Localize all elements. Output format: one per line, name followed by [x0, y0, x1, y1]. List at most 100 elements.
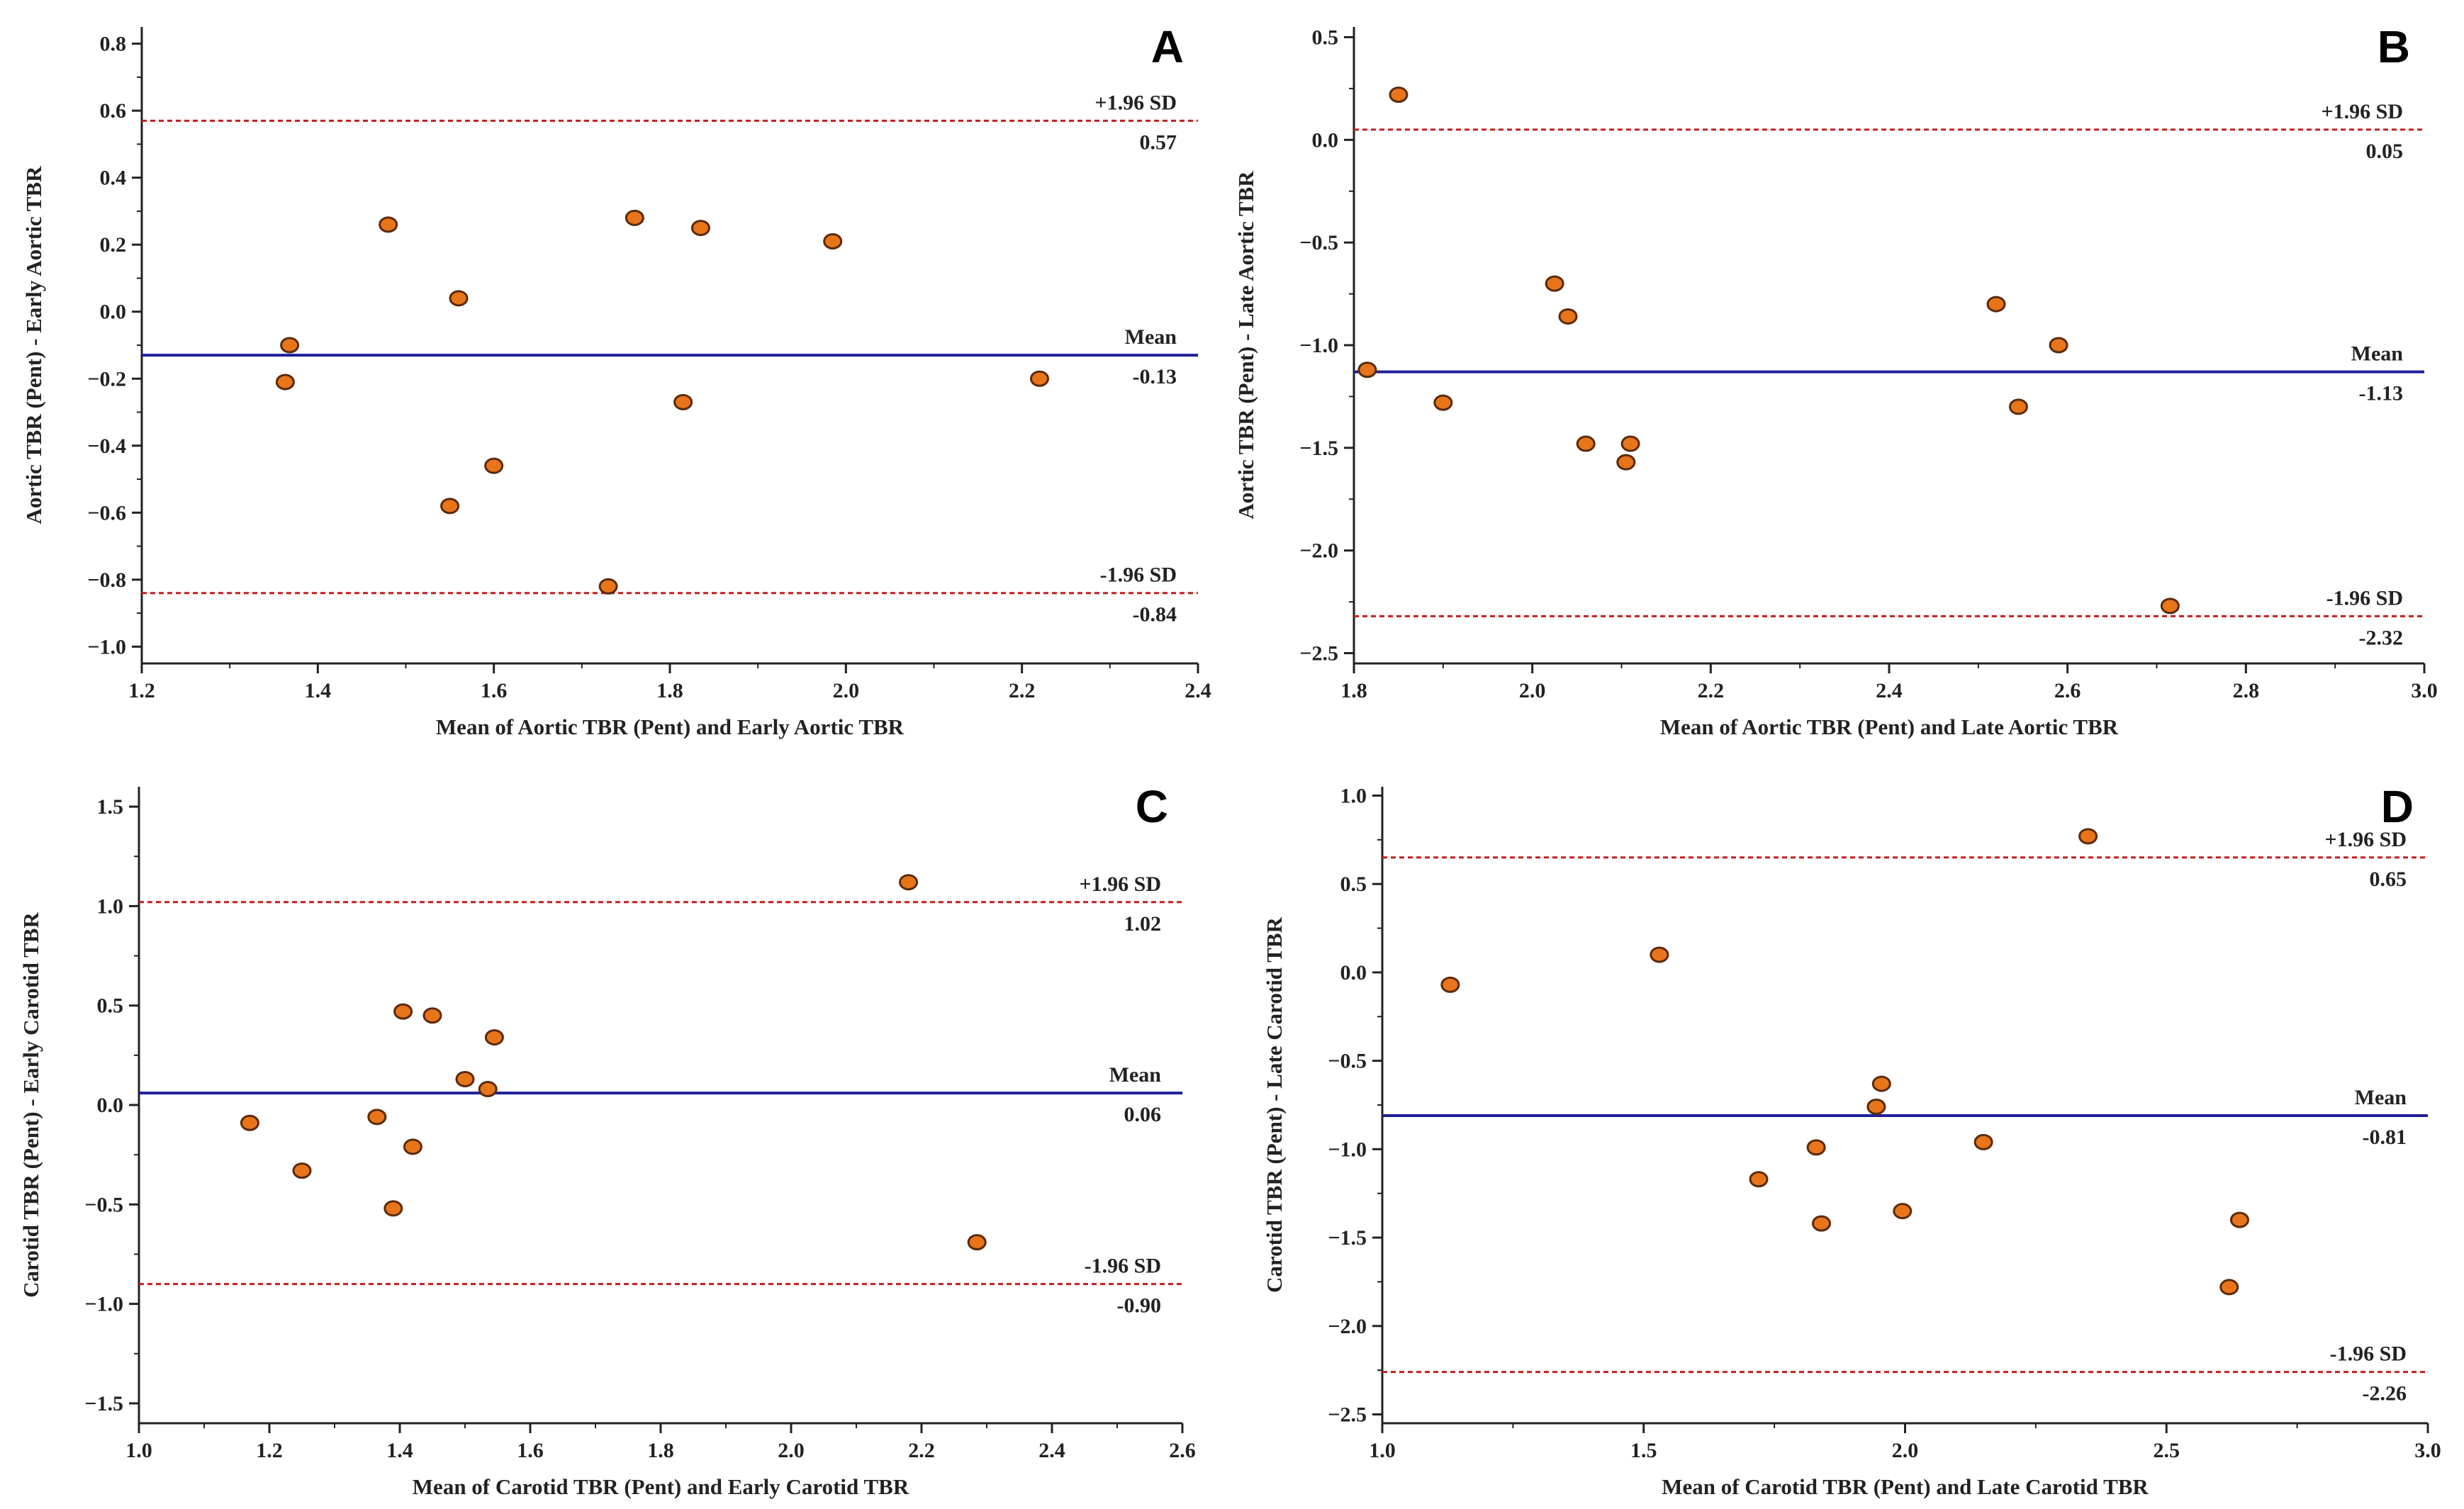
lower-limit-value: -2.26: [2363, 1382, 2407, 1406]
data-point: [823, 232, 843, 249]
mean-value: -1.13: [2359, 382, 2404, 405]
data-point: [2008, 398, 2028, 415]
x-tick-label: 2.2: [1698, 679, 1725, 702]
data-point: [383, 1200, 403, 1217]
x-tick-label: 2.4: [1185, 679, 1211, 702]
y-tick-label: 0.0: [100, 301, 127, 324]
data-point: [690, 220, 710, 237]
upper-limit-value: 0.57: [1140, 130, 1177, 154]
mean-value: -0.81: [2363, 1126, 2407, 1149]
y-tick-label: 0.5: [1312, 26, 1339, 49]
data-point: [484, 457, 504, 474]
x-tick-label: 2.0: [1519, 679, 1546, 702]
y-tick-label: 1.5: [97, 795, 124, 819]
y-tick-label: 0.2: [100, 233, 127, 257]
lower-limit-value: -2.32: [2359, 626, 2404, 649]
panel-label: C: [1136, 781, 1168, 832]
upper-limit-value: 1.02: [1124, 912, 1162, 936]
x-tick-label: 1.0: [125, 1439, 152, 1462]
x-axis-title: Mean of Aortic TBR (Pent) and Early Aort…: [436, 714, 905, 739]
panel-a: −1.0 −0.8 −0.6 −0.4 −0.2 0.0 0.2 0.4 0.6 0.8 1.2 1.…: [21, 21, 1211, 739]
data-point: [478, 1081, 498, 1098]
y-tick-label: −2.5: [1328, 1403, 1367, 1427]
upper-limit-value: 0.65: [2370, 868, 2407, 891]
x-tick-label: 1.5: [1630, 1439, 1657, 1462]
data-point: [1893, 1203, 1913, 1220]
mean-label: Mean: [2355, 1086, 2407, 1109]
data-point: [1749, 1171, 1769, 1188]
x-tick-label: 2.8: [2233, 679, 2260, 702]
data-point: [393, 1003, 413, 1020]
y-tick-label: −0.4: [87, 434, 126, 458]
y-tick-label: 0.8: [100, 33, 127, 56]
x-axis-title: Mean of Carotid TBR (Pent) and Early Car…: [413, 1474, 909, 1499]
data-point: [1871, 1075, 1891, 1092]
y-tick-label: −0.5: [84, 1193, 123, 1216]
x-tick-label: 2.2: [1009, 679, 1036, 702]
panel-c: −1.5 −1.0 −0.5 0.0 0.5 1.0 1.5 1.0 1.2 1.4 1.6 1.8 2…: [18, 781, 1196, 1499]
data-point: [1030, 370, 1049, 387]
upper-limit-label: +1.96 SD: [1095, 91, 1177, 114]
data-point: [275, 374, 295, 391]
x-tick-label: 2.5: [2154, 1439, 2180, 1462]
y-axis-title: Carotid TBR (Pent) - Early Carotid TBR: [18, 912, 43, 1298]
y-tick-label: 1.0: [1340, 784, 1367, 807]
data-point: [449, 290, 469, 307]
x-tick-label: 1.0: [1369, 1439, 1396, 1462]
data-point: [440, 498, 460, 515]
data-point: [1576, 435, 1596, 452]
x-tick-label: 3.0: [2414, 1439, 2441, 1462]
x-tick-label: 1.4: [305, 679, 332, 702]
mean-label: Mean: [1125, 325, 1177, 349]
data-point: [1357, 361, 1377, 378]
data-point: [280, 337, 300, 354]
lower-limit-label: -1.96 SD: [1100, 563, 1177, 587]
data-point: [1440, 976, 1460, 993]
data-point: [598, 578, 618, 595]
y-tick-label: −2.5: [1299, 642, 1338, 666]
y-axis-title: Carotid TBR (Pent) - Late Carotid TBR: [1262, 916, 1287, 1292]
data-point: [1433, 394, 1453, 411]
data-point: [2078, 828, 2098, 845]
data-point: [899, 874, 919, 891]
x-tick-label: 3.0: [2411, 679, 2438, 702]
data-point: [1812, 1215, 1831, 1232]
panel-b: −2.5 −2.0 −1.5 −1.0 −0.5 0.0 0.5 1.8 2.0 2.2 2.4 2.…: [1233, 21, 2438, 739]
panel-label: B: [2378, 21, 2410, 72]
mean-value: 0.06: [1124, 1103, 1162, 1126]
data-point: [484, 1029, 504, 1046]
data-point: [367, 1109, 387, 1126]
y-tick-label: 0.6: [100, 99, 127, 123]
y-tick-label: 1.0: [97, 894, 124, 918]
data-point: [1558, 308, 1578, 325]
data-point: [1986, 296, 2006, 313]
x-tick-label: 2.0: [778, 1439, 805, 1462]
panel-label: A: [1151, 21, 1184, 72]
lower-limit-label: -1.96 SD: [2330, 1342, 2407, 1366]
y-tick-label: −2.0: [1328, 1315, 1367, 1338]
y-tick-label: 0.4: [100, 167, 127, 190]
x-tick-label: 1.4: [386, 1439, 413, 1462]
lower-limit-label: -1.96 SD: [1085, 1255, 1161, 1278]
x-tick-label: 1.6: [517, 1439, 544, 1462]
x-tick-label: 1.8: [656, 679, 683, 702]
y-tick-label: −1.0: [1299, 334, 1338, 357]
x-tick-label: 2.6: [1169, 1439, 1196, 1462]
y-tick-label: −1.0: [87, 635, 126, 658]
y-axis-title: Aortic TBR (Pent) - Late Aortic TBR: [1233, 171, 1258, 520]
upper-limit-label: +1.96 SD: [2325, 828, 2407, 851]
data-point: [2230, 1211, 2249, 1228]
data-point: [422, 1007, 442, 1024]
y-tick-label: −0.8: [87, 568, 126, 592]
x-tick-label: 2.4: [1876, 679, 1903, 702]
data-point: [2219, 1279, 2239, 1296]
x-tick-label: 1.2: [256, 1439, 283, 1462]
y-tick-label: 0.0: [97, 1094, 124, 1117]
mean-label: Mean: [2351, 342, 2404, 366]
data-point: [379, 216, 398, 233]
data-point: [1806, 1139, 1826, 1156]
y-tick-label: −2.0: [1299, 539, 1338, 563]
lower-limit-label: -1.96 SD: [2326, 586, 2403, 610]
data-point: [1616, 454, 1636, 471]
